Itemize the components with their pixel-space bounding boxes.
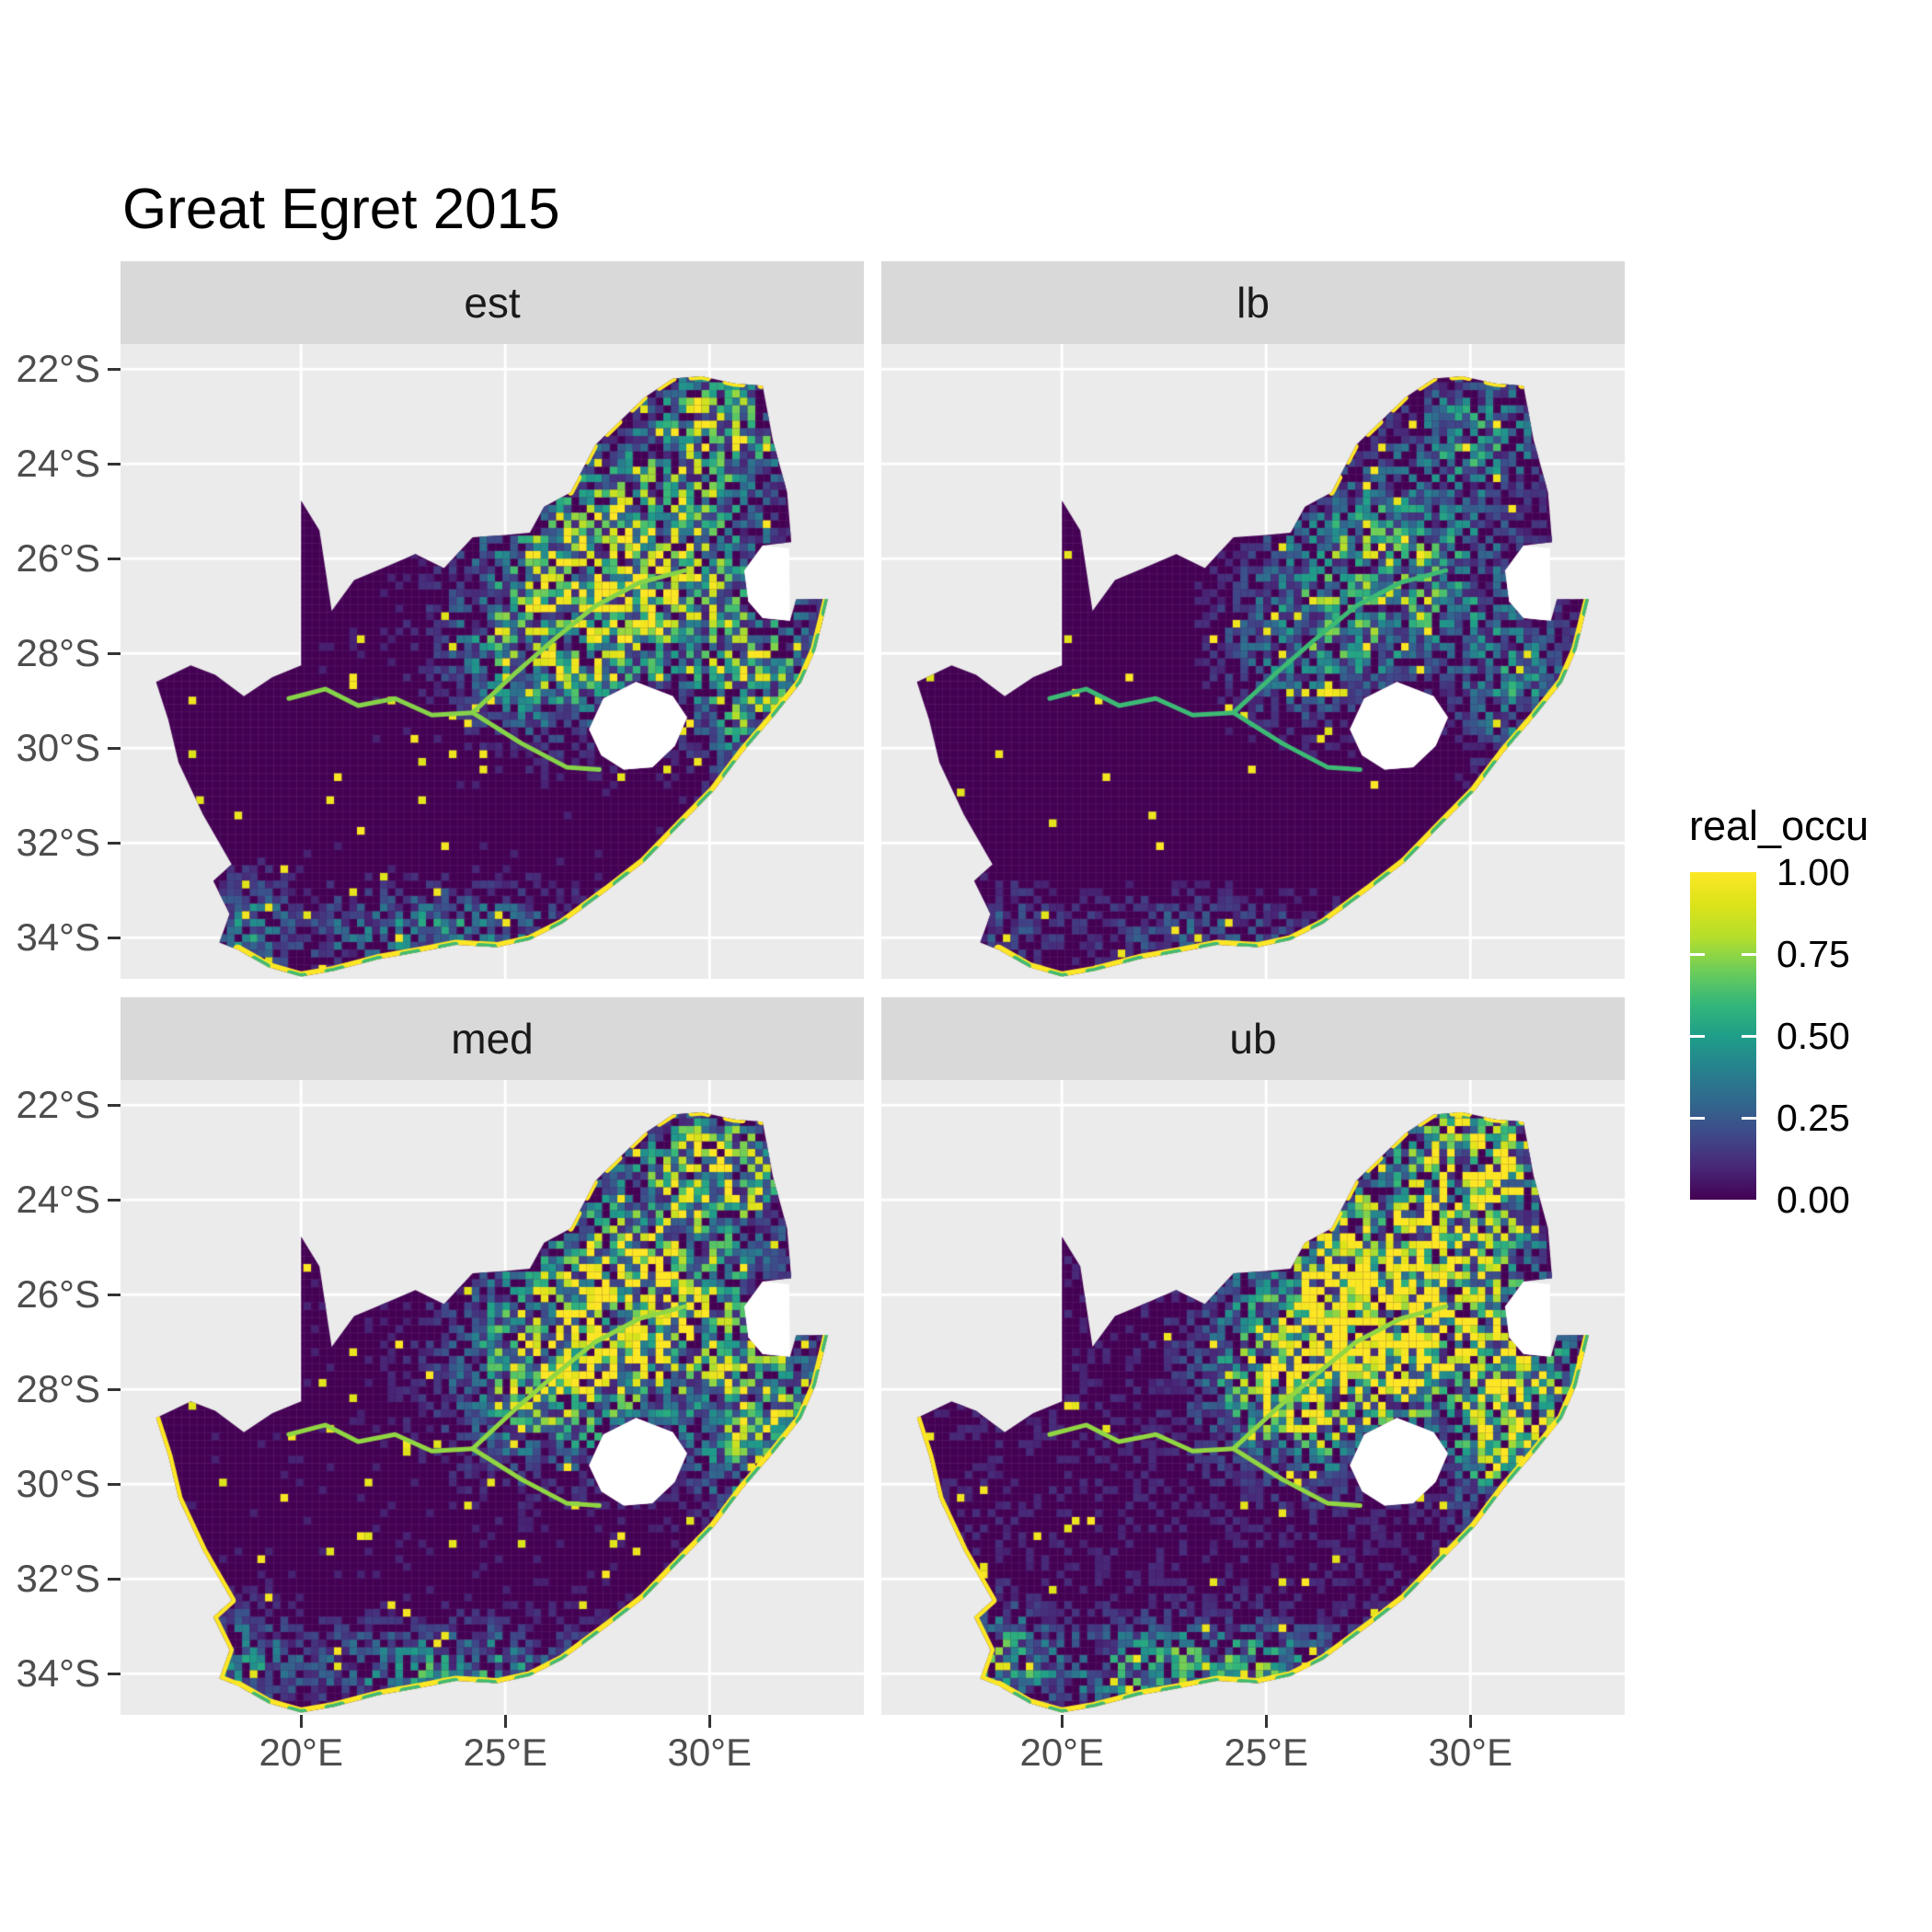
- legend-tick-mark: [1690, 1034, 1705, 1038]
- y-axis-tick-label: 34°S: [16, 915, 100, 960]
- y-axis-tick-label: 22°S: [16, 347, 100, 391]
- x-axis-tick-mark: [1264, 1715, 1268, 1728]
- y-axis-tick-mark: [108, 651, 121, 655]
- facet-strip-label: med: [451, 1015, 534, 1063]
- x-axis-tick-mark: [1060, 1715, 1064, 1728]
- legend-tick-mark: [1742, 952, 1756, 956]
- y-axis-tick-mark: [108, 557, 121, 560]
- y-axis-tick-mark: [108, 462, 121, 466]
- y-axis-tick-label: 32°S: [16, 821, 100, 865]
- legend-tick-label: 0.75: [1777, 933, 1850, 975]
- y-axis-tick-label: 28°S: [16, 1367, 100, 1411]
- map-canvas-lb: [881, 344, 1625, 979]
- legend-tick-label: 1.00: [1777, 851, 1850, 893]
- y-axis-tick-mark: [108, 367, 121, 371]
- y-axis-tick-mark: [108, 1577, 121, 1581]
- map-canvas-ub: [881, 1080, 1625, 1715]
- y-axis-tick-label: 22°S: [16, 1083, 100, 1127]
- y-axis-tick-label: 26°S: [16, 536, 100, 581]
- x-axis-tick-label: 30°E: [1428, 1731, 1512, 1774]
- y-axis-tick-label: 24°S: [16, 442, 100, 486]
- map-canvas-med: [121, 1080, 864, 1715]
- legend-title: real_occu: [1689, 802, 1869, 849]
- y-axis-tick-label: 26°S: [16, 1272, 100, 1317]
- facet-strip-label: lb: [1236, 279, 1270, 327]
- y-axis-tick-mark: [108, 1387, 121, 1391]
- y-axis-tick-label: 24°S: [16, 1178, 100, 1222]
- facet-strip-lb: lb: [881, 261, 1625, 344]
- y-axis-tick-mark: [108, 1482, 121, 1486]
- facet-strip-label: ub: [1229, 1015, 1277, 1063]
- y-axis-tick-label: 30°S: [16, 726, 100, 770]
- y-axis-tick-mark: [108, 936, 121, 939]
- y-axis-tick-mark: [108, 746, 121, 750]
- legend-tick-mark: [1690, 1116, 1705, 1120]
- facet-strip-est: est: [121, 261, 864, 344]
- x-axis-tick-mark: [299, 1715, 303, 1728]
- y-axis-tick-label: 32°S: [16, 1557, 100, 1601]
- y-axis-tick-mark: [108, 1672, 121, 1675]
- map-canvas-est: [121, 344, 864, 979]
- legend-tick-label: 0.00: [1777, 1179, 1850, 1221]
- legend-tick-mark: [1742, 1116, 1756, 1120]
- y-axis-tick-mark: [108, 841, 121, 845]
- x-axis-tick-mark: [1468, 1715, 1472, 1728]
- plot-title: Great Egret 2015: [122, 178, 560, 241]
- y-axis-tick-mark: [108, 1293, 121, 1296]
- legend-tick-label: 0.25: [1777, 1097, 1850, 1139]
- legend-tick-label: 0.50: [1777, 1015, 1850, 1057]
- y-axis-tick-mark: [108, 1198, 121, 1202]
- x-axis-tick-mark: [503, 1715, 507, 1728]
- facet-strip-ub: ub: [881, 997, 1625, 1080]
- x-axis-tick-label: 20°E: [259, 1731, 343, 1774]
- legend-tick-mark: [1690, 952, 1705, 956]
- x-axis-tick-label: 25°E: [463, 1731, 547, 1774]
- x-axis-tick-label: 20°E: [1019, 1731, 1104, 1774]
- y-axis-tick-label: 30°S: [16, 1462, 100, 1506]
- facet-strip-label: est: [464, 279, 521, 327]
- x-axis-tick-label: 25°E: [1224, 1731, 1308, 1774]
- x-axis-tick-label: 30°E: [667, 1731, 752, 1774]
- legend-tick-mark: [1742, 1034, 1756, 1038]
- y-axis-tick-label: 28°S: [16, 631, 100, 675]
- y-axis-tick-label: 34°S: [16, 1651, 100, 1696]
- x-axis-tick-mark: [707, 1715, 711, 1728]
- facet-strip-med: med: [121, 997, 864, 1080]
- y-axis-tick-mark: [108, 1103, 121, 1107]
